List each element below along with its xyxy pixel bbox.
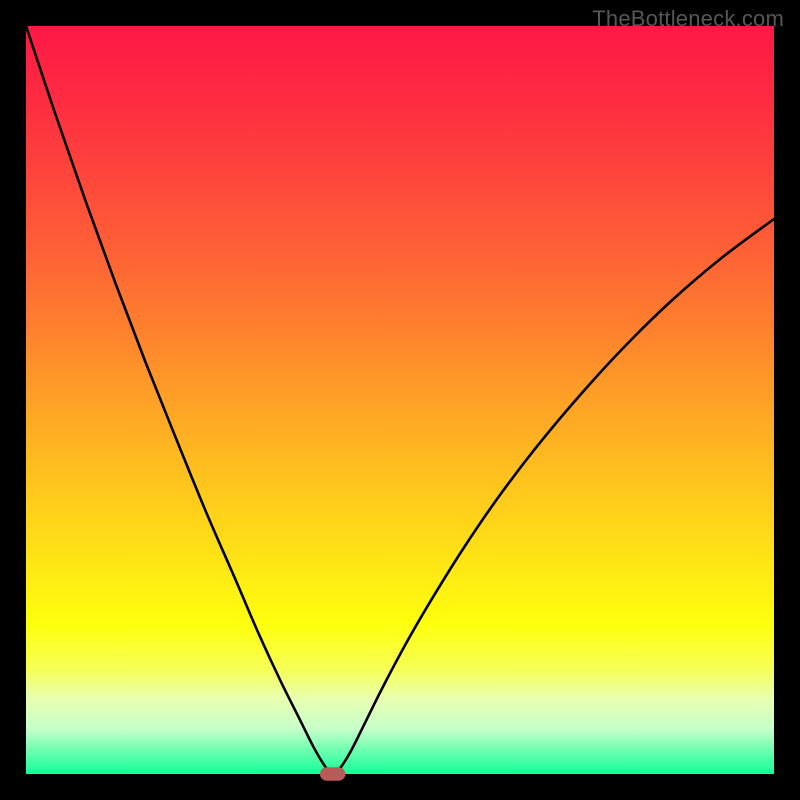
gradient-background [26,26,774,774]
optimal-point-marker [320,767,345,780]
chart-container: TheBottleneck.com [0,0,800,800]
bottleneck-chart [0,0,800,800]
